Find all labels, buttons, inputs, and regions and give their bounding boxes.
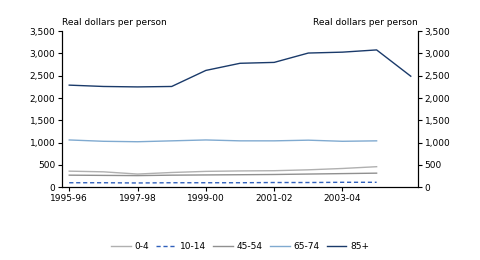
Text: Real dollars per person: Real dollars per person [313, 17, 418, 27]
Legend: 0-4, 10-14, 45-54, 65-74, 85+: 0-4, 10-14, 45-54, 65-74, 85+ [108, 238, 372, 255]
Text: Real dollars per person: Real dollars per person [62, 17, 167, 27]
